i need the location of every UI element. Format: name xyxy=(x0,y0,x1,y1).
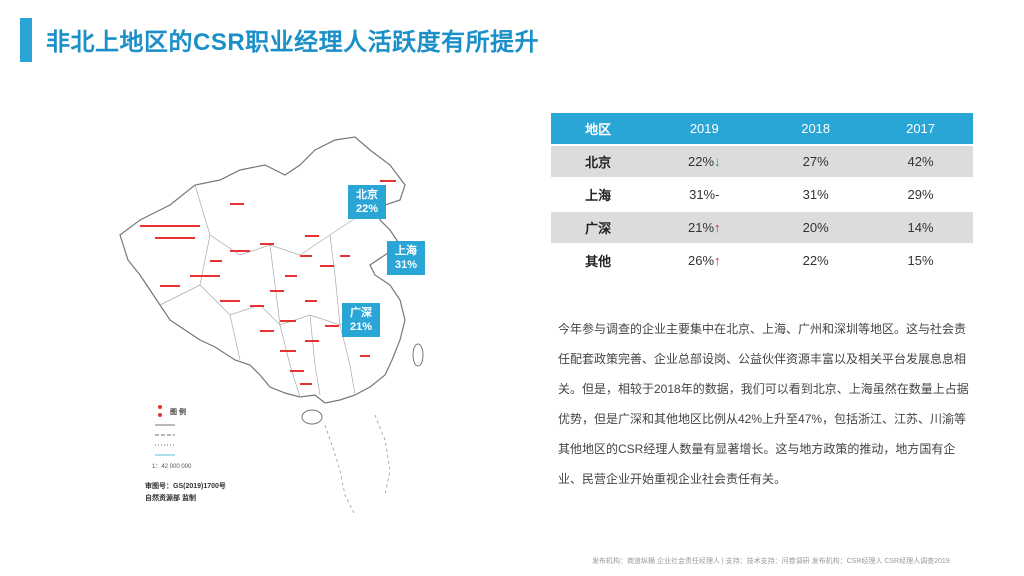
header-region: 地区 xyxy=(551,113,646,145)
row-2017: 14% xyxy=(868,210,973,244)
row-2019: 21%↑ xyxy=(645,210,764,244)
footer-source: 发布机构：商道纵横 企业社会责任经理人 | 支持：技术支持：问卷调研 发布机构：… xyxy=(592,558,950,565)
callout-shanghai-name: 上海 xyxy=(395,245,417,257)
trend-flat-icon: - xyxy=(715,187,720,202)
trend-up-icon: ↑ xyxy=(714,253,721,268)
callout-beijing-name: 北京 xyxy=(356,189,378,201)
callout-shanghai-value: 31% xyxy=(394,259,418,271)
row-2018: 27% xyxy=(763,144,869,178)
page-title: 非北上地区的CSR职业经理人活跃度有所提升 xyxy=(46,29,540,56)
value-2019: 22% xyxy=(688,154,715,169)
row-region: 其他 xyxy=(551,243,646,276)
trend-down-icon: ↓ xyxy=(714,154,721,169)
map-scale: 1：42 000 000 xyxy=(152,464,192,470)
value-2019: 21% xyxy=(688,220,715,235)
row-2017: 29% xyxy=(868,177,973,211)
row-2019: 22%↓ xyxy=(645,144,764,178)
callout-beijing: 北京 22% xyxy=(348,185,386,219)
value-2019: 31% xyxy=(689,187,716,202)
callout-shanghai: 上海 31% xyxy=(387,241,425,275)
header-2018: 2018 xyxy=(763,113,869,145)
header-2019: 2019 xyxy=(645,113,764,145)
callout-beijing-value: 22% xyxy=(355,203,379,215)
header-2017: 2017 xyxy=(868,113,973,145)
china-map-outline xyxy=(119,136,424,516)
analysis-paragraph: 今年参与调查的企业主要集中在北京、上海、广州和深圳等地区。这与社会责任配套政策完… xyxy=(558,322,969,486)
map-publisher: 自然资源部 监制 xyxy=(145,495,196,502)
row-2017: 15% xyxy=(868,243,973,276)
row-2019: 26%↑ xyxy=(645,243,764,276)
table-row: 上海 31%- 31% 29% xyxy=(551,177,973,211)
table-row: 广深 21%↑ 20% 14% xyxy=(551,210,973,244)
table-row: 其他 26%↑ 22% 15% xyxy=(551,243,973,276)
row-2017: 42% xyxy=(868,144,973,178)
value-2019: 26% xyxy=(688,253,715,268)
region-share-table: 地区 2019 2018 2017 北京 22%↓ 27% 42% 上海 31%… xyxy=(551,113,973,276)
row-region: 北京 xyxy=(551,144,646,178)
row-2018: 20% xyxy=(763,210,869,244)
trend-up-icon: ↑ xyxy=(714,220,721,235)
map-approval-number: 审图号：GS(2019)1700号 xyxy=(145,483,226,490)
table-header-row: 地区 2019 2018 2017 xyxy=(551,113,973,145)
callout-guangshen-name: 广深 xyxy=(350,307,372,319)
row-region: 上海 xyxy=(551,177,646,211)
callout-guangshen: 广深 21% xyxy=(342,303,380,337)
row-2018: 22% xyxy=(763,243,869,276)
row-2018: 31% xyxy=(763,177,869,211)
row-2019: 31%- xyxy=(645,177,764,211)
legend-title: 图 例 xyxy=(170,409,186,416)
title-accent-bar xyxy=(20,18,32,62)
row-region: 广深 xyxy=(551,210,646,244)
callout-guangshen-value: 21% xyxy=(349,321,373,333)
table-row: 北京 22%↓ 27% 42% xyxy=(551,144,973,178)
china-map: 北京 22% 上海 31% 广深 21% 图 例 1：42 000 000 审图… xyxy=(100,125,480,535)
